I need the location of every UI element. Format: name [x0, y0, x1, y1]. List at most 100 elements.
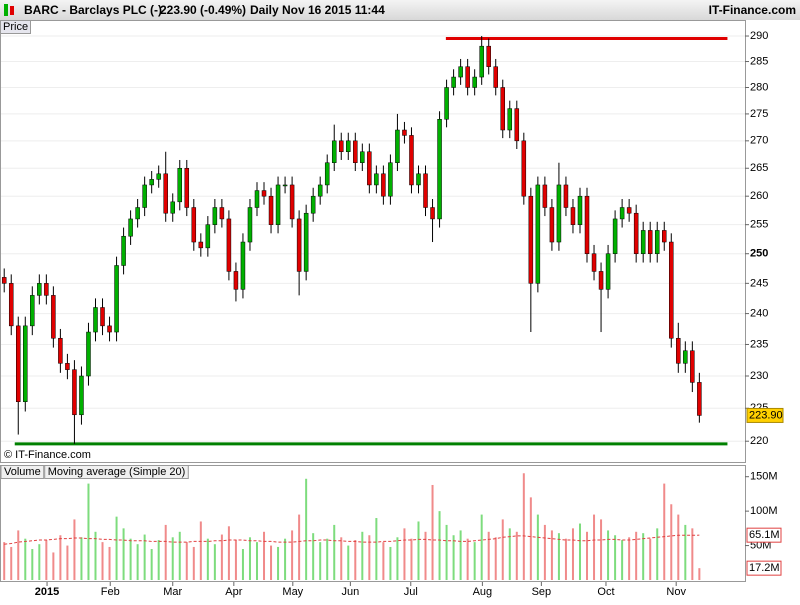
candle-body [374, 173, 379, 186]
volume-bar [340, 537, 343, 580]
candle-body [121, 235, 126, 266]
candle-body [282, 184, 288, 187]
y-tick-label: 290 [750, 30, 768, 42]
y-tick-label: 220 [750, 435, 768, 447]
candle-body [367, 151, 372, 186]
volume-bar [382, 542, 385, 580]
volume-bar [284, 538, 287, 580]
candle-body [240, 241, 246, 290]
y-tick-label: 255 [750, 219, 768, 231]
candle-body [72, 369, 77, 416]
volume-bar [628, 537, 631, 580]
candle-body [444, 87, 449, 120]
x-tick-label: May [282, 586, 303, 598]
candle-body [409, 135, 414, 186]
volume-bar [178, 531, 181, 580]
y-tick-label: 150M [750, 471, 778, 483]
candle-body [163, 173, 168, 214]
candle-body [556, 184, 562, 243]
candle-body [219, 207, 225, 220]
candle-body [58, 337, 63, 364]
volume-bar [101, 542, 104, 580]
last-price: 223.90 (-0.49%) [160, 3, 246, 17]
volume-bar [347, 545, 350, 580]
candle-body [697, 382, 702, 416]
y-tick-label: 260 [750, 190, 768, 202]
volume-bar [473, 542, 476, 580]
volume-bar [255, 542, 258, 580]
candle-body [275, 184, 281, 225]
candle-body [458, 66, 463, 78]
candle-body [465, 66, 470, 88]
candle-body [640, 230, 646, 254]
volume-bar [45, 540, 48, 580]
volume-bar [649, 538, 652, 580]
volume-bar [614, 535, 617, 580]
x-tick-label: Sep [532, 586, 552, 598]
volume-bar [213, 544, 216, 580]
last-price-label: 223.90 [749, 409, 783, 421]
candle-body [8, 283, 14, 327]
volume-bar [80, 537, 83, 580]
y-tick-label: 250 [750, 248, 768, 260]
volume-bar [550, 530, 553, 580]
volume-bar [115, 516, 118, 580]
candle-body [507, 108, 513, 131]
volume-bar [66, 545, 69, 580]
candle-body [690, 350, 695, 383]
legend-box [44, 465, 189, 479]
volume-bar [635, 531, 638, 580]
candle-body [346, 140, 351, 152]
candle-body [633, 212, 639, 254]
volume-bar [52, 552, 55, 580]
volume-bar [621, 540, 624, 580]
symbol-title: BARC - Barclays PLC (-) [24, 3, 162, 17]
volume-bar [73, 519, 76, 580]
header-bar [0, 0, 800, 20]
volume-bar [593, 514, 596, 580]
candle-body [423, 173, 428, 208]
candle-body [268, 195, 274, 225]
volume-bar [389, 546, 392, 580]
volume-bar [677, 514, 680, 580]
volume-bar [691, 528, 694, 580]
volume-bar [396, 537, 399, 580]
candle-body [437, 119, 442, 220]
y-tick-label: 235 [750, 338, 768, 350]
candle-body [521, 140, 527, 197]
candle-body [381, 173, 386, 197]
volume-bar [298, 514, 301, 580]
candle-body [662, 230, 667, 243]
volume-panel [0, 465, 746, 582]
candle-body [191, 207, 197, 243]
volume-bar [270, 545, 273, 580]
candle-body [669, 241, 674, 339]
volume-bar [333, 524, 336, 580]
volume-bar [206, 538, 209, 580]
candle-body [416, 173, 421, 186]
candle-body [626, 207, 632, 214]
volume-bar [94, 531, 97, 580]
candle-body [451, 76, 456, 88]
candle-body [339, 140, 344, 152]
volume-bar [87, 483, 90, 580]
volume-bar [10, 546, 13, 580]
last-value-box [746, 527, 782, 543]
candle-body [486, 45, 491, 67]
candle-body [591, 253, 597, 272]
volume-bar [670, 504, 673, 580]
x-tick-label: Apr [225, 586, 242, 598]
volume-bar [536, 514, 539, 580]
candle-body [479, 45, 484, 78]
last-value-label: 17.2M [749, 562, 780, 574]
y-tick-label: 100M [750, 505, 778, 517]
volume-bar [410, 538, 413, 580]
y-tick-label: 230 [750, 370, 768, 382]
candle-body [205, 224, 211, 249]
volume-bar [466, 538, 469, 580]
volume-bar [38, 544, 41, 580]
volume-bar [164, 524, 167, 580]
candle-body [100, 307, 105, 327]
y-tick-label: 280 [750, 81, 768, 93]
icon [10, 6, 14, 15]
